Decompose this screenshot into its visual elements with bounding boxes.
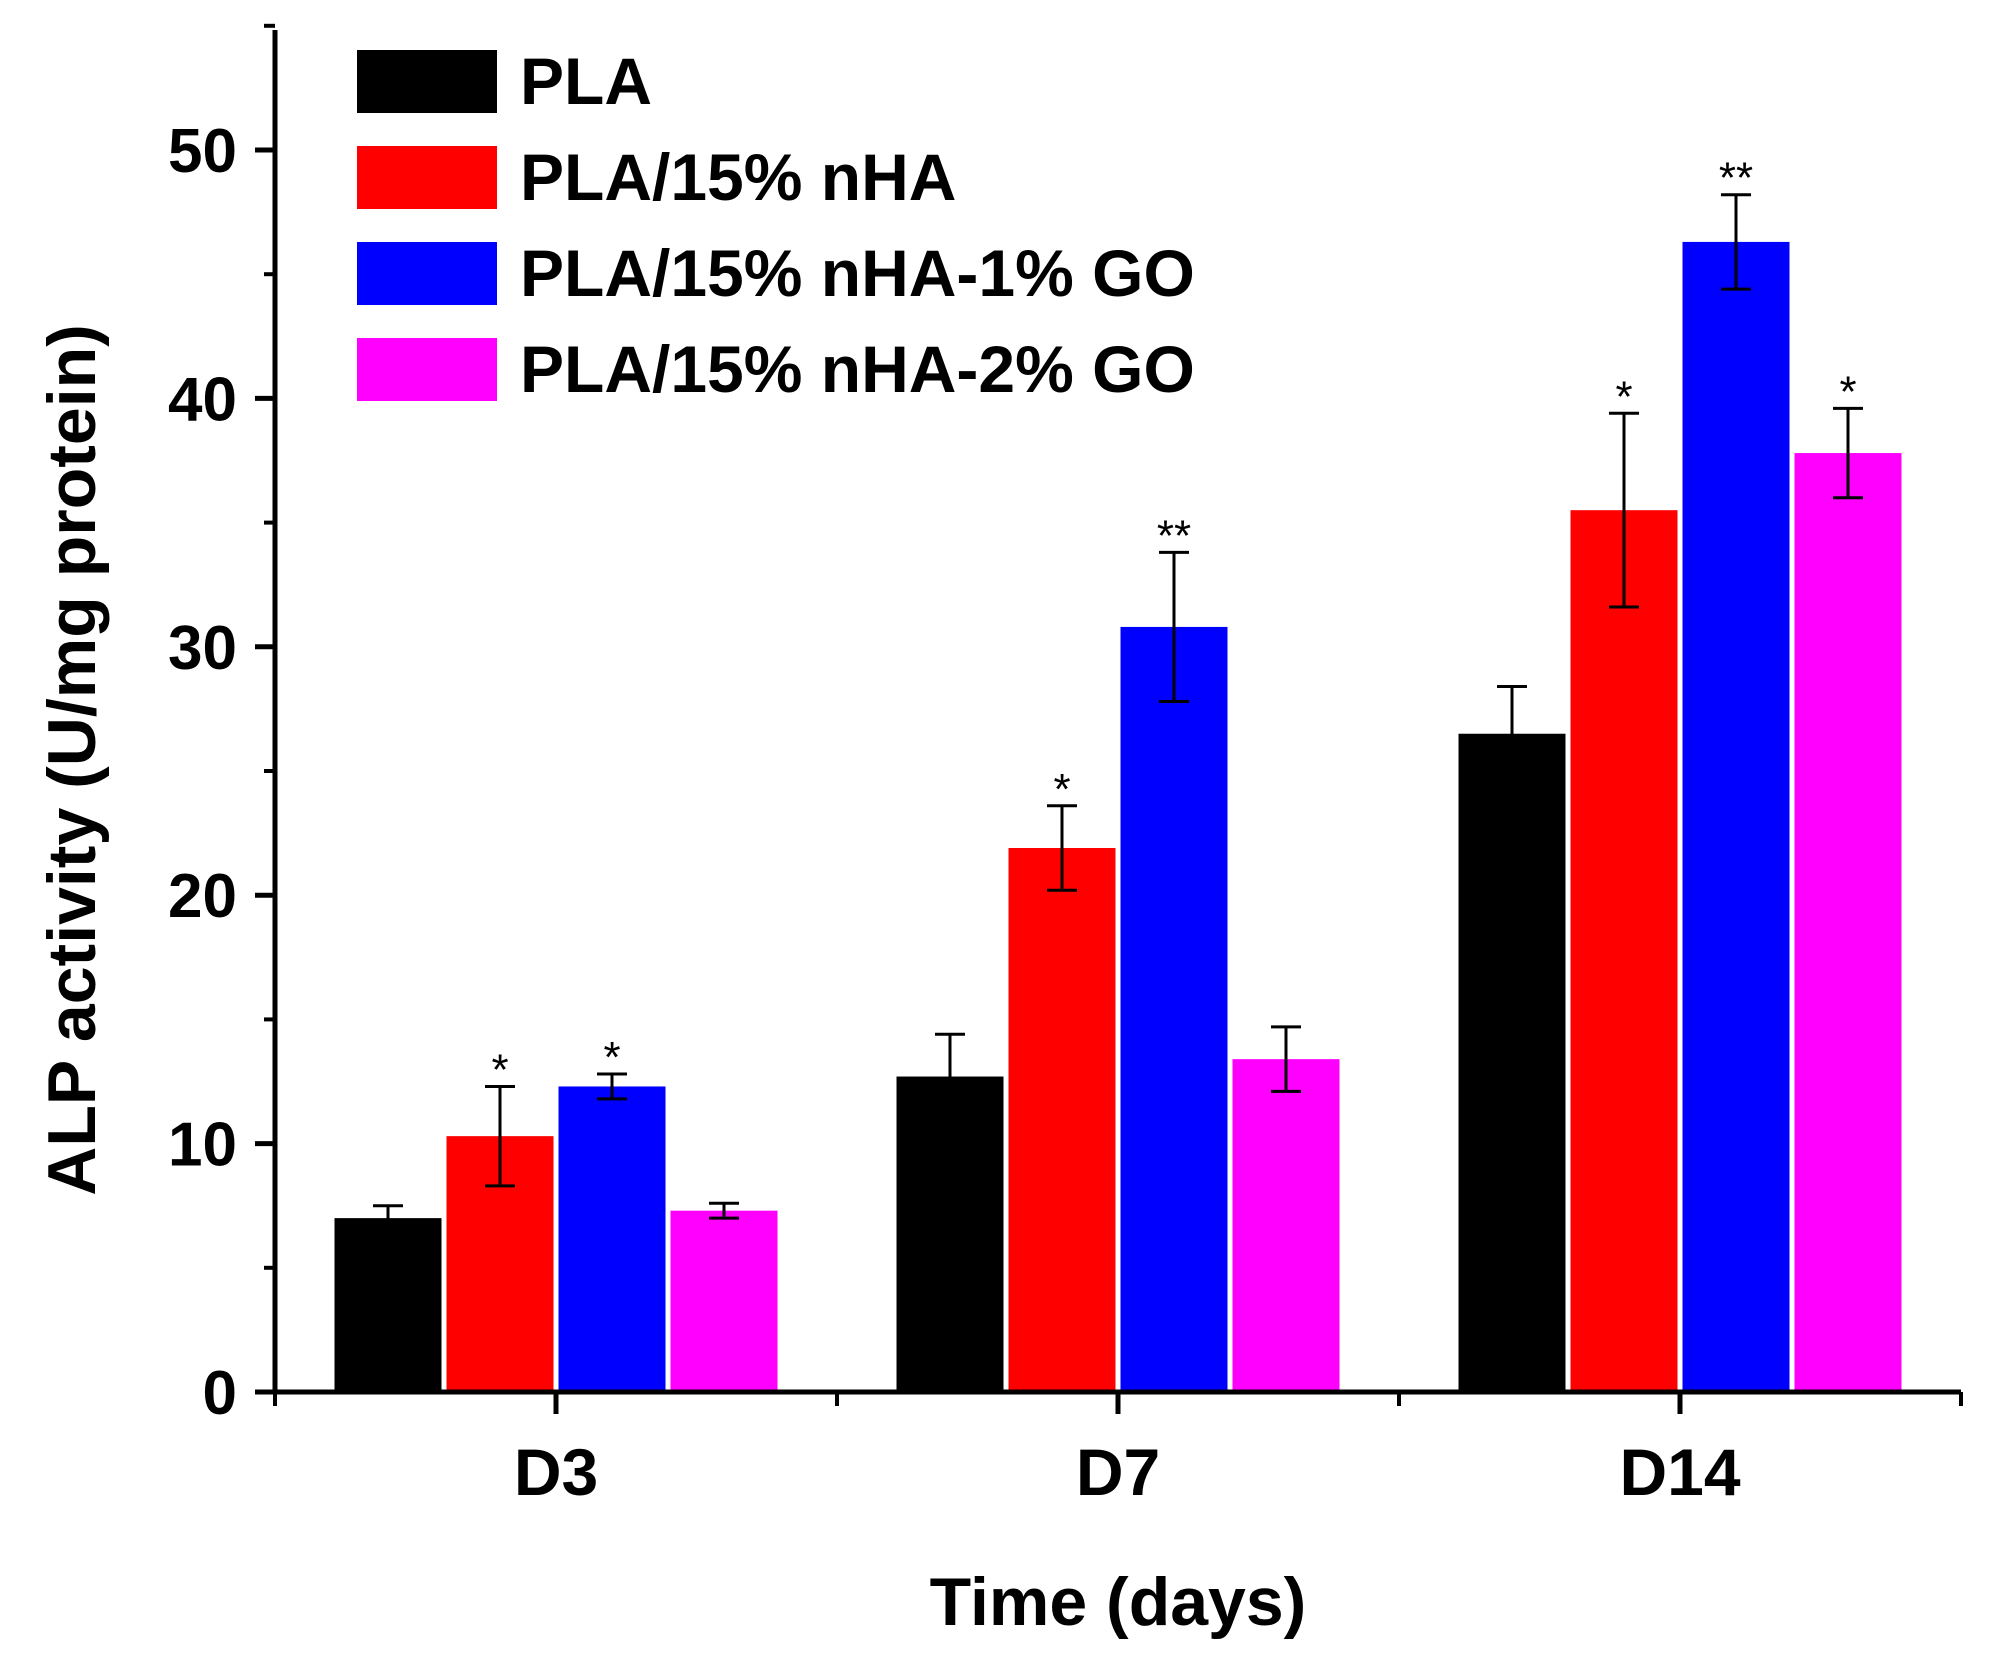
x-ticks-layer: D3 D7 D14: [273, 1392, 1963, 1509]
x-category-label: D3: [514, 1435, 598, 1509]
bar: [1794, 453, 1902, 1393]
legend: PLA PLA/15% nHA PLA/15% nHA-1% GO PLA/15% n…: [357, 44, 1195, 406]
bar: [334, 1218, 442, 1392]
y-tick-label: 20: [168, 862, 237, 931]
legend-label: PLA/15% nHA: [520, 140, 956, 214]
significance-marker: **: [1719, 154, 1753, 203]
significance-marker: **: [1157, 511, 1191, 560]
significance-marker: *: [1839, 367, 1856, 416]
x-category-label: D14: [1619, 1435, 1740, 1509]
significance-marker: *: [603, 1033, 620, 1082]
significance-marker: *: [491, 1045, 508, 1094]
x-axis-title: Time (days): [930, 1564, 1307, 1640]
bar: [1570, 510, 1678, 1392]
x-category-label: D7: [1076, 1435, 1160, 1509]
bar: [1120, 626, 1228, 1392]
error-bars-layer: [373, 193, 1863, 1233]
y-tick-label: 0: [203, 1359, 237, 1428]
y-ticks-layer: 0 10 20 30 40 50: [168, 23, 275, 1428]
bar: [1008, 848, 1116, 1392]
bar: [1232, 1059, 1340, 1392]
bar: [1458, 733, 1566, 1392]
legend-swatch: [357, 242, 497, 305]
legend-label: PLA/15% nHA-2% GO: [520, 332, 1195, 406]
legend-label: PLA: [520, 44, 652, 118]
bar: [670, 1210, 778, 1392]
bar: [896, 1076, 1004, 1392]
legend-swatch: [357, 50, 497, 113]
significance-marker: *: [1053, 765, 1070, 814]
y-tick-label: 10: [168, 1111, 237, 1180]
legend-swatch: [357, 338, 497, 401]
significance-marker: *: [1615, 372, 1632, 421]
bars-layer: [334, 241, 1902, 1393]
bar: [558, 1086, 666, 1392]
legend-swatch: [357, 146, 497, 209]
legend-label: PLA/15% nHA-1% GO: [520, 236, 1195, 310]
significance-layer: * ********: [491, 154, 1856, 1095]
y-tick-label: 30: [168, 614, 237, 683]
bar: [1682, 241, 1790, 1393]
y-tick-label: 40: [168, 365, 237, 434]
y-axis-title: ALP activity (U/mg protein): [34, 324, 110, 1196]
y-tick-label: 50: [168, 117, 237, 186]
